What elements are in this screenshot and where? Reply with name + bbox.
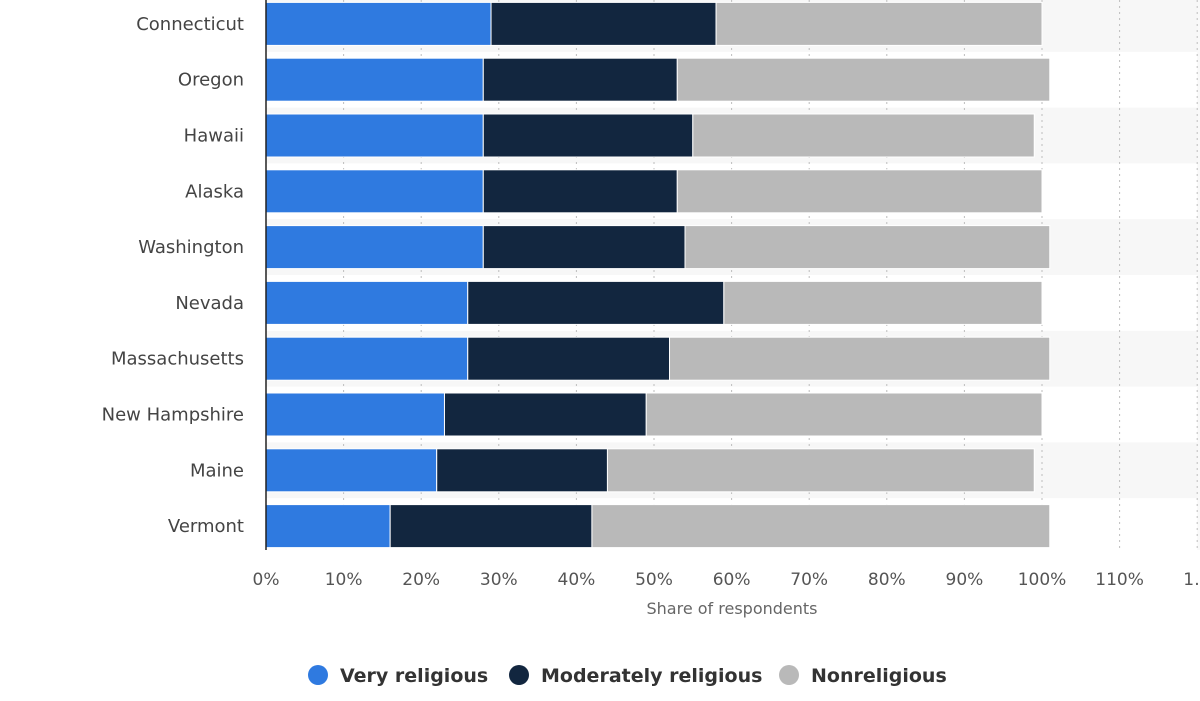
legend-marker [308,665,328,685]
x-tick-label: 10% [325,570,363,590]
x-tick-label: 90% [946,570,984,590]
bar-segment[interactable] [467,336,671,381]
bar-segment[interactable] [692,113,1035,158]
bar-segment[interactable] [482,225,686,270]
bar-segment[interactable] [645,392,1043,437]
legend-label[interactable]: Nonreligious [811,665,947,687]
legend[interactable]: Very religious Moderately religious Nonrel… [308,665,947,687]
category-labels: Connecticut Oregon Hawaii Alaska Washington N… [102,14,244,537]
bar-segment[interactable] [684,225,1051,270]
bar-segment[interactable] [265,336,469,381]
bar-segment[interactable] [467,280,725,325]
category-label: Hawaii [184,126,244,147]
x-tick-labels: 0% 10% 20% 30% 40% 50% 60% 70% 80% 90% 100% 110% 1… [253,570,1200,590]
category-label: Washington [138,237,244,258]
legend-marker [779,665,799,685]
category-label: Alaska [185,181,244,202]
bar-segment[interactable] [265,57,484,102]
bars [265,1,1051,549]
legend-label[interactable]: Very religious [340,665,488,687]
x-tick-label: 20% [402,570,440,590]
x-tick-label: 80% [868,570,906,590]
category-label: Connecticut [136,14,244,35]
bar-segment[interactable] [482,57,678,102]
legend-marker [509,665,529,685]
legend-label[interactable]: Moderately religious [541,665,762,687]
bar-segment[interactable] [265,448,438,493]
bar-segment[interactable] [482,113,694,158]
bar-segment[interactable] [723,280,1043,325]
plot-right-band [1197,0,1200,550]
bar-segment[interactable] [443,392,647,437]
bar-segment[interactable] [265,280,469,325]
bar-segment[interactable] [676,169,1043,214]
x-axis-title: Share of respondents [646,599,817,618]
bar-segment[interactable] [265,1,492,46]
category-label: Oregon [178,70,244,91]
bar-segment[interactable] [482,169,678,214]
bar-segment[interactable] [669,336,1051,381]
category-label: Nevada [175,293,244,314]
x-tick-label: 1… [1183,570,1200,590]
bar-segment[interactable] [265,504,391,549]
x-tick-label: 30% [480,570,518,590]
category-label: Maine [190,460,244,481]
bar-segment[interactable] [265,169,484,214]
x-tick-label: 0% [253,570,280,590]
bar-segment[interactable] [591,504,1051,549]
x-tick-label: 50% [635,570,673,590]
bar-segment[interactable] [436,448,608,493]
bar-segment[interactable] [265,113,484,158]
category-label: Vermont [168,516,244,537]
bar-segment[interactable] [265,392,445,437]
x-tick-label: 70% [790,570,828,590]
x-tick-label: 40% [558,570,596,590]
bar-segment[interactable] [265,225,484,270]
category-label: Massachusetts [111,349,244,370]
bar-segment[interactable] [490,1,717,46]
bar-segment[interactable] [389,504,593,549]
bar-segment[interactable] [606,448,1035,493]
bar-segment[interactable] [715,1,1043,46]
x-tick-label: 100% [1018,570,1067,590]
x-tick-label: 110% [1095,570,1144,590]
bar-segment[interactable] [676,57,1051,102]
category-label: New Hampshire [102,405,244,426]
x-tick-label: 60% [713,570,751,590]
